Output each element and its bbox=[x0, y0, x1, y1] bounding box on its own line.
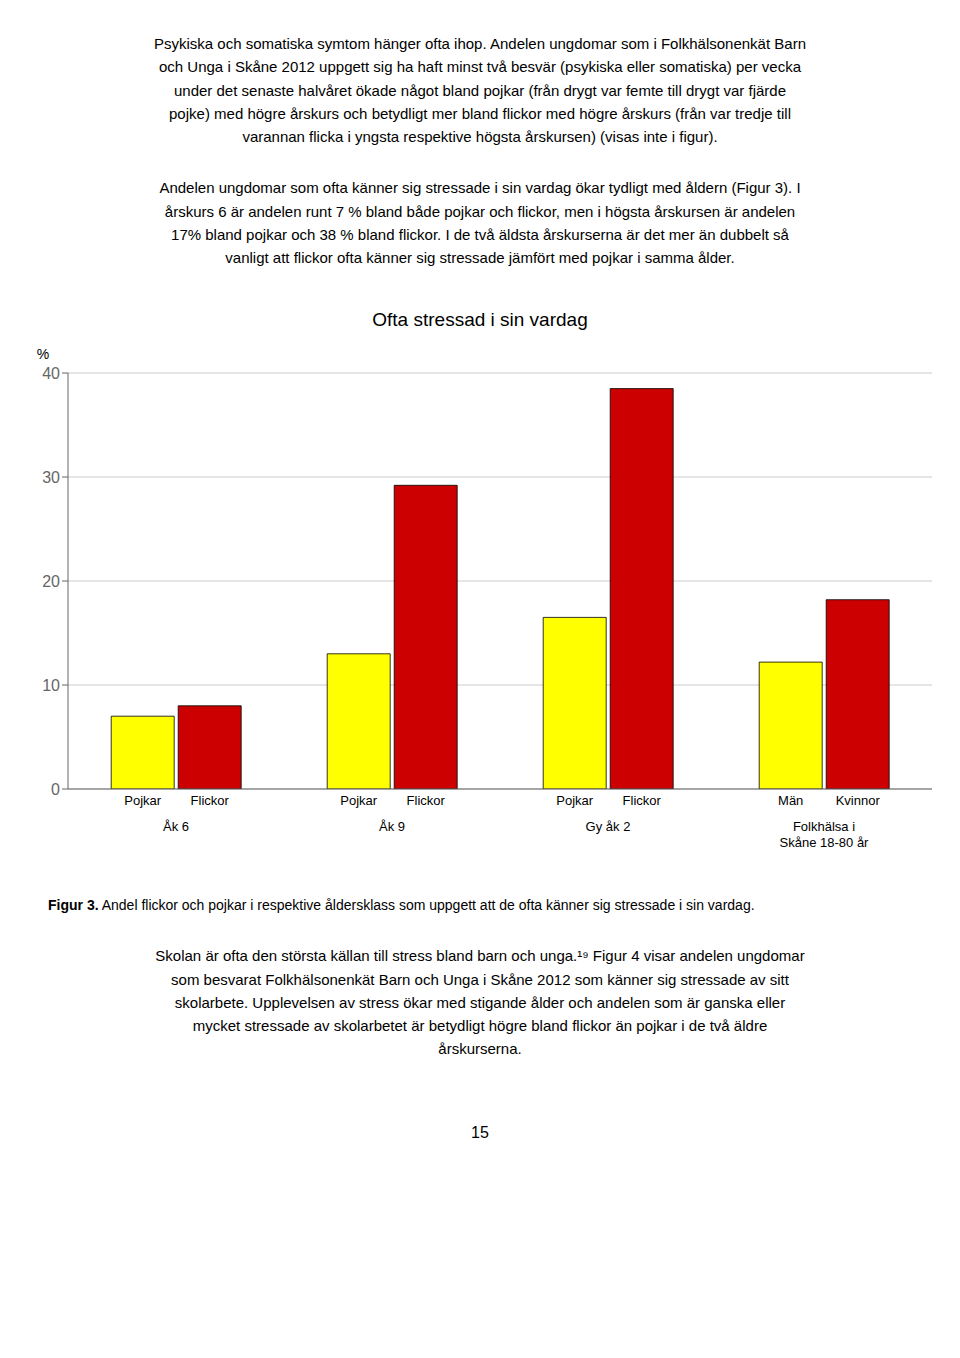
html-text:Skolan är ofta den största käl: Skolan är ofta den största källan till s… bbox=[155, 947, 805, 965]
svg-text:0: 0 bbox=[51, 780, 60, 797]
svg-text:Kvinnor: Kvinnor bbox=[836, 793, 881, 808]
svg-text:30: 30 bbox=[42, 468, 60, 485]
html-text:Ofta stressad i sin vardag: Ofta stressad i sin vardag bbox=[372, 309, 588, 331]
html-text:Andelen ungdomar som ofta känn: Andelen ungdomar som ofta känner sig str… bbox=[159, 179, 801, 197]
html-text:årskurserna.: årskurserna. bbox=[438, 1040, 522, 1058]
html-text:vanligt att flickor ofta känne: vanligt att flickor ofta känner sig stre… bbox=[225, 249, 735, 266]
html-text:varannan flicka i yngsta respe: varannan flicka i yngsta respektive högs… bbox=[242, 128, 718, 145]
html-text:årskurs 6 är andelen runt 7 %: årskurs 6 är andelen runt 7 % bland både… bbox=[164, 202, 796, 220]
html-text:under det senaste halvåret öka: under det senaste halvåret ökade något b… bbox=[174, 81, 786, 99]
html-text:17% bland pojkar och 38 % blan: 17% bland pojkar och 38 % bland flickor.… bbox=[171, 225, 789, 243]
html-text:pojke) med högre årskurs och b: pojke) med högre årskurs och betydligt m… bbox=[169, 104, 791, 122]
svg-text:Folkhälsa iSkåne 18-80 år: Folkhälsa iSkåne 18-80 år bbox=[780, 819, 870, 850]
svg-text:Åk 6: Åk 6 bbox=[163, 819, 189, 834]
svg-text:Åk 9: Åk 9 bbox=[379, 819, 405, 834]
svg-text:Pojkar: Pojkar bbox=[340, 793, 378, 808]
svg-text:%: % bbox=[37, 346, 49, 362]
html-text:Psykiska och somatiska symtom: Psykiska och somatiska symtom hänger oft… bbox=[154, 35, 806, 52]
svg-text:Män: Män bbox=[778, 793, 803, 808]
svg-text:Pojkar: Pojkar bbox=[124, 793, 162, 808]
svg-text:Gy åk 2: Gy åk 2 bbox=[586, 819, 631, 834]
html-text:Figur 3. Andel flickor och poj: Figur 3. Andel flickor och pojkar i resp… bbox=[48, 896, 755, 913]
svg-text:Flickor: Flickor bbox=[191, 793, 230, 808]
svg-text:Flickor: Flickor bbox=[623, 793, 662, 808]
svg-text:10: 10 bbox=[42, 676, 60, 693]
html-text:och Unga i Skåne 2012 uppgett: och Unga i Skåne 2012 uppgett sig ha haf… bbox=[159, 58, 801, 76]
html-text:skolarbete. Upplevelsen av str: skolarbete. Upplevelsen av stress ökar m… bbox=[174, 993, 786, 1011]
svg-text:20: 20 bbox=[42, 572, 60, 589]
svg-text:Pojkar: Pojkar bbox=[556, 793, 594, 808]
html-text:15: 15 bbox=[471, 1123, 489, 1141]
html-text:mycket stressade av skolarbete: mycket stressade av skolarbetet är betyd… bbox=[192, 1017, 768, 1035]
svg-text:Flickor: Flickor bbox=[407, 793, 446, 808]
html-text:som besvarat Folkhälsonenkät B: som besvarat Folkhälsonenkät Barn och Un… bbox=[171, 970, 789, 988]
svg-text:40: 40 bbox=[42, 364, 60, 381]
